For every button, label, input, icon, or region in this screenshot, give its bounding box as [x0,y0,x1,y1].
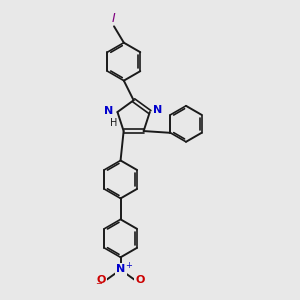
Text: N: N [153,105,162,116]
Text: H: H [110,118,117,128]
Text: N: N [104,106,113,116]
Text: +: + [125,261,132,270]
Text: O: O [135,274,145,285]
Text: I: I [112,12,115,25]
Text: −: − [95,279,102,288]
Text: O: O [97,274,106,285]
Text: N: N [116,264,125,274]
